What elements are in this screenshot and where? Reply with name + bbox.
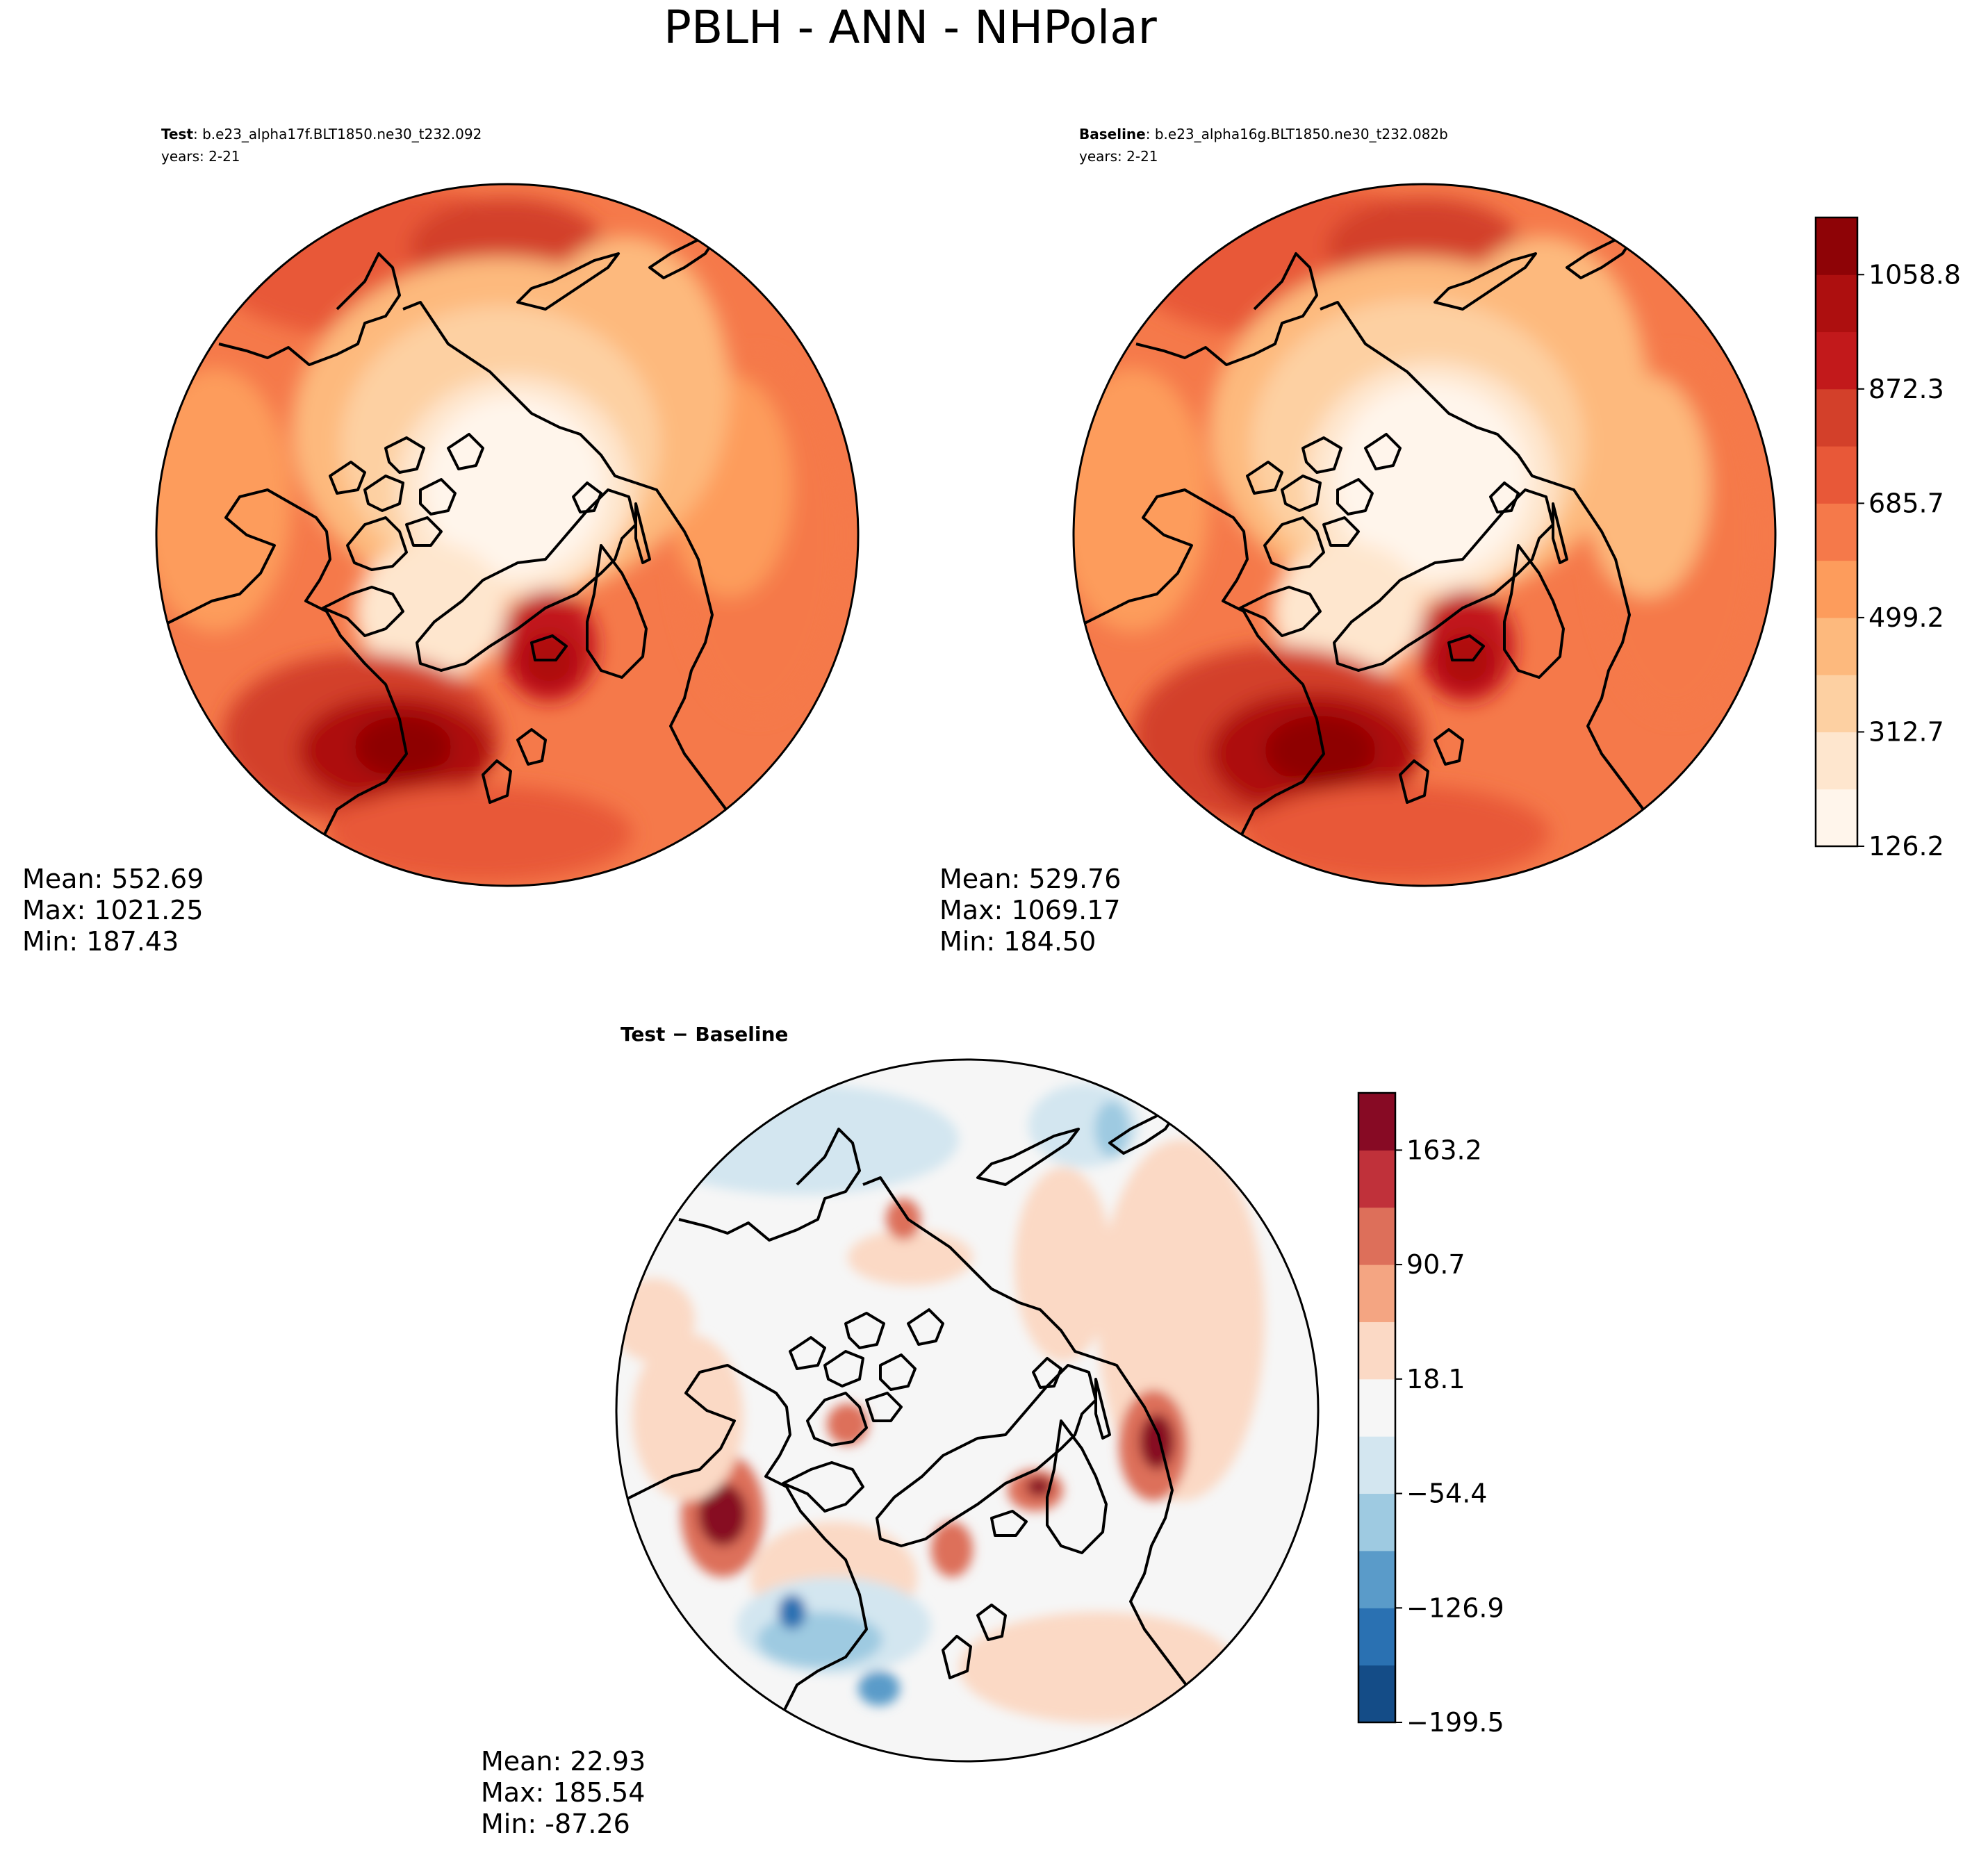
colorbar-segment (1816, 560, 1857, 618)
baseline-max: Max: 1069.17 (939, 895, 1121, 925)
colorbar-segment (1816, 503, 1857, 561)
colorbar-tick-label: 872.3 (1868, 374, 1944, 404)
baseline-case: : b.e23_alpha16g.BLT1850.ne30_t232.082b (1146, 126, 1448, 142)
baseline-min: Min: 184.50 (939, 926, 1096, 957)
colorbar-tick-label: 499.2 (1868, 602, 1944, 633)
colorbar-segment (1358, 1493, 1395, 1551)
colorbar-tick-label: −126.9 (1406, 1592, 1504, 1623)
test-min: Min: 187.43 (22, 926, 179, 957)
baseline-panel: Baseline: b.e23_alpha16g.BLT1850.ne30_t2… (939, 126, 1777, 957)
colorbar-segment (1816, 732, 1857, 790)
colorbar-segment (1358, 1608, 1395, 1666)
colorbar-segment (1816, 446, 1857, 504)
colorbar-tick-label: 90.7 (1406, 1249, 1465, 1280)
baseline-years: years: 2-21 (1079, 148, 1158, 165)
colorbar-segment (1358, 1265, 1395, 1322)
diff-title: Test − Baseline (621, 1023, 788, 1046)
colorbar-segment (1358, 1093, 1395, 1151)
test-label: Test (161, 126, 193, 142)
colorbar-segment (1358, 1150, 1395, 1208)
colorbar-segment (1816, 675, 1857, 732)
colorbar-segment (1358, 1207, 1395, 1265)
colorbar-tick-label: 685.7 (1868, 488, 1944, 518)
test-max: Max: 1021.25 (22, 895, 204, 925)
test-mean: Mean: 552.69 (22, 864, 204, 894)
colorbar-segment (1358, 1378, 1395, 1437)
colorbar-tick-label: −199.5 (1406, 1707, 1504, 1738)
colorbar-segment (1816, 789, 1857, 847)
diff-panel: Test − Baseline (481, 1023, 1320, 1839)
colorbar-segment (1816, 617, 1857, 675)
test-case: : b.e23_alpha17f.BLT1850.ne30_t232.092 (193, 126, 482, 142)
diff-max: Max: 185.54 (481, 1777, 645, 1808)
test-map-boundary (155, 183, 860, 887)
diff-map (616, 1060, 1318, 1761)
baseline-map-boundary (1072, 183, 1777, 887)
colorbar-segment (1816, 274, 1857, 333)
colorbar-tick-label: 18.1 (1406, 1364, 1465, 1394)
colorbar-tick-label: −54.4 (1406, 1479, 1487, 1509)
test-map (156, 184, 858, 886)
test-years: years: 2-21 (161, 148, 240, 165)
diff-mean: Mean: 22.93 (481, 1746, 646, 1777)
colorbar-segment (1358, 1321, 1395, 1380)
baseline-mean: Mean: 529.76 (939, 864, 1121, 894)
test-header: Test: b.e23_alpha17f.BLT1850.ne30_t232.0… (161, 126, 482, 142)
colorbar-segment (1816, 331, 1857, 390)
diff-colorbar: −199.5 −126.9 −54.4 18.1 90.7 163.2 (1357, 1092, 1504, 1738)
colorbar-segment (1358, 1550, 1395, 1608)
colorbar-frame (1357, 1092, 1397, 1724)
colorbar-tick-label: 163.2 (1406, 1135, 1482, 1165)
main-colorbar: 126.2 312.7 499.2 685.7 872.3 1058.8 (1814, 216, 1961, 862)
colorbar-segment (1358, 1665, 1395, 1723)
test-panel: Test: b.e23_alpha17f.BLT1850.ne30_t232.0… (22, 126, 860, 957)
colorbar-tick-label: 1058.8 (1868, 259, 1961, 290)
colorbar-frame (1814, 216, 1859, 848)
colorbar-segment (1816, 388, 1857, 447)
colorbar-segment (1816, 217, 1857, 275)
baseline-header: Baseline: b.e23_alpha16g.BLT1850.ne30_t2… (1079, 126, 1448, 142)
diff-map-boundary (615, 1058, 1320, 1763)
colorbar-segment (1358, 1436, 1395, 1494)
baseline-map (1074, 184, 1775, 886)
baseline-label: Baseline (1079, 126, 1146, 142)
colorbar-tick-label: 126.2 (1868, 831, 1944, 862)
suptitle: PBLH - ANN - NHPolar (664, 1, 1158, 54)
colorbar-tick-label: 312.7 (1868, 716, 1944, 747)
diff-min: Min: -87.26 (481, 1809, 630, 1839)
